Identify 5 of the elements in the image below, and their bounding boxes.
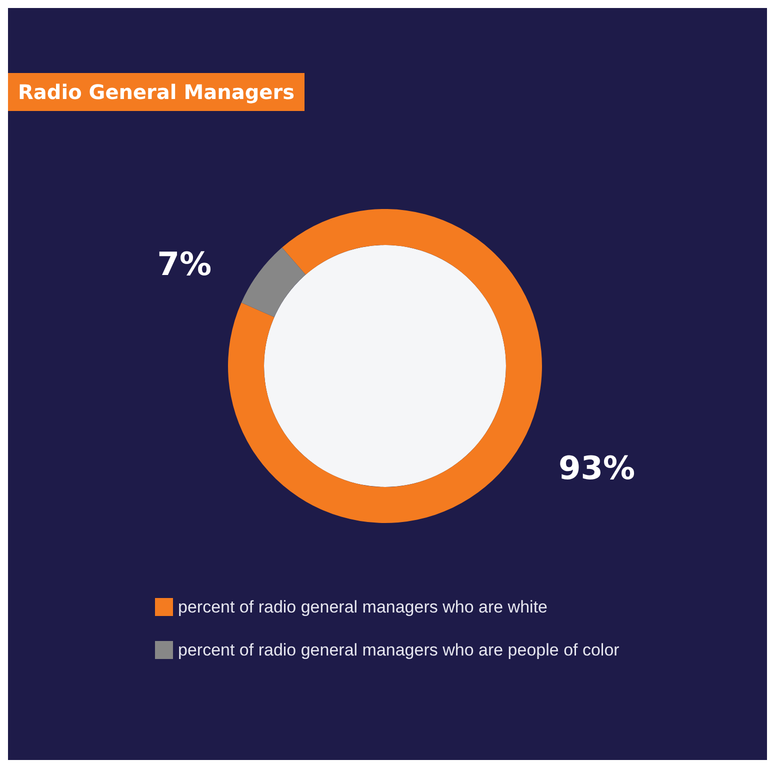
legend-label: percent of radio general managers who are white [178,598,548,616]
chart-title: Radio General Managers [18,80,295,104]
legend-label: percent of radio general managers who are people of color [178,640,620,660]
data-label: 7% [157,244,212,283]
data-label: 93% [558,449,636,488]
